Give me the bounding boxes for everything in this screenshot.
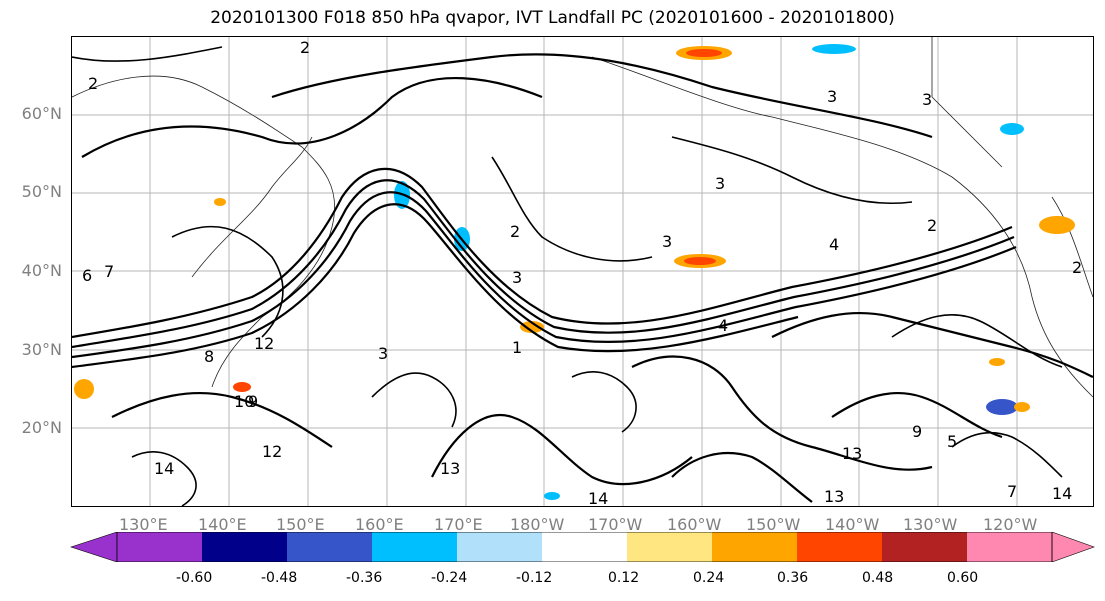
anomaly-fills: [74, 44, 1075, 500]
map-title: 2020101300 F018 850 hPa qvapor, IVT Land…: [210, 8, 895, 28]
lon-label-170w: 170°W: [588, 515, 643, 534]
contour-label: 7: [1007, 482, 1017, 501]
lon-label-120w: 120°W: [983, 515, 1038, 534]
lat-label-40n: 40°N: [21, 261, 62, 280]
contour-label: 8: [204, 347, 214, 366]
colorbar-segment: [712, 532, 797, 562]
lon-label-160e: 160°E: [355, 515, 404, 534]
contour-label: 13: [824, 487, 844, 506]
contour-label: 9: [248, 392, 258, 411]
colorbar-tick: -0.12: [516, 570, 553, 586]
contour-label: 10: [234, 392, 254, 411]
contour-label: 5: [947, 432, 957, 451]
colorbar-segment: [542, 532, 627, 562]
colorbar-segment: [372, 532, 457, 562]
lon-label-170e: 170°E: [434, 515, 483, 534]
colorbar-tick: 0.36: [777, 570, 809, 586]
lon-label-160w: 160°W: [667, 515, 722, 534]
contour-label: 13: [440, 459, 460, 478]
contour-label: 4: [718, 316, 728, 335]
contour-label: 1: [512, 338, 522, 357]
contour-label: 2: [300, 38, 310, 57]
lon-label-140w: 140°W: [825, 515, 880, 534]
contour-label: 6: [82, 266, 92, 285]
contour-label: 3: [378, 344, 388, 363]
lat-label-60n: 60°N: [21, 104, 62, 123]
map-plot-area: 2 3 3 2 3 3 2 3 4 2 1 3 6 7 8 9 10 12 13…: [71, 36, 1094, 507]
colorbar: [70, 532, 1095, 562]
lon-label-180w: 180°W: [510, 515, 565, 534]
contour-label: 13: [842, 444, 862, 463]
colorbar-over-extend: [1051, 532, 1095, 562]
colorbar-segment: [627, 532, 712, 562]
contour-label: 3: [715, 174, 725, 193]
lat-label-30n: 30°N: [21, 340, 62, 359]
lon-label-130e: 130°E: [119, 515, 168, 534]
ivt-contours: [72, 53, 1093, 503]
contour-label: 3: [662, 232, 672, 251]
colorbar-segment: [117, 532, 202, 562]
coastlines: [72, 37, 1093, 398]
contour-label: 4: [829, 235, 839, 254]
graticule: [72, 37, 1093, 506]
colorbar-tick: 0.12: [608, 570, 640, 586]
lat-label-50n: 50°N: [21, 182, 62, 201]
colorbar-tick: -0.60: [176, 570, 213, 586]
contour-label: 7: [104, 262, 114, 281]
colorbar-segment: [882, 532, 967, 562]
colorbar-segment: [967, 532, 1052, 562]
colorbar-tick: -0.36: [346, 570, 383, 586]
contour-label: 2: [927, 216, 937, 235]
contour-label: 14: [154, 459, 174, 478]
colorbar-tick: 0.48: [862, 570, 894, 586]
colorbar-tick: 0.60: [947, 570, 979, 586]
contour-label: 2: [88, 74, 98, 93]
lat-label-20n: 20°N: [21, 418, 62, 437]
ivt-contours-outer: [72, 46, 1063, 506]
contour-label: 14: [588, 489, 608, 506]
colorbar-segment: [457, 532, 542, 562]
colorbar-outline: [116, 532, 1053, 562]
contour-label: 9: [912, 422, 922, 441]
colorbar-segment: [202, 532, 287, 562]
contour-label-group: 2 3 3 2 3 3 2 3 4 2 1 3 6 7 8 9 10 12 13…: [82, 38, 1082, 506]
contour-label: 3: [922, 90, 932, 109]
colorbar-segment: [797, 532, 882, 562]
colorbar-under-extend: [70, 532, 118, 562]
contour-label: 2: [510, 222, 520, 241]
lon-label-130w: 130°W: [903, 515, 958, 534]
contour-label: 14: [1052, 484, 1072, 503]
map-svg: 2 3 3 2 3 3 2 3 4 2 1 3 6 7 8 9 10 12 13…: [72, 37, 1093, 506]
lon-label-140e: 140°E: [198, 515, 247, 534]
colorbar-tick: -0.48: [261, 570, 298, 586]
contour-label: 12: [254, 334, 274, 353]
lon-label-150w: 150°W: [746, 515, 801, 534]
contour-label: 3: [512, 268, 522, 287]
colorbar-tick: -0.24: [431, 570, 468, 586]
lon-label-150e: 150°E: [276, 515, 325, 534]
colorbar-tick: 0.24: [693, 570, 725, 586]
colorbar-segment: [287, 532, 372, 562]
contour-label: 12: [262, 442, 282, 461]
contour-label: 3: [827, 87, 837, 106]
contour-label: 2: [1072, 258, 1082, 277]
